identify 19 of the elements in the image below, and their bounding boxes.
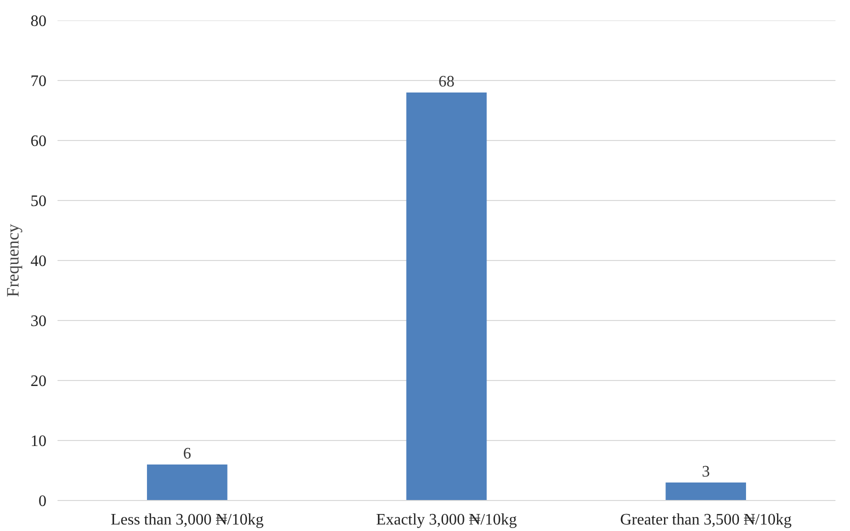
data-label: 68	[438, 74, 454, 90]
y-tick-label: 70	[30, 73, 46, 90]
x-tick-label: Greater than 3,500 ₦/10kg	[620, 512, 792, 528]
y-tick-label: 80	[30, 13, 46, 30]
y-tick-label: 10	[30, 433, 46, 450]
y-tick-label: 60	[30, 133, 46, 150]
data-label: 6	[183, 446, 192, 462]
y-tick-label: 50	[30, 193, 46, 210]
bar	[146, 464, 228, 500]
x-tick-label: Exactly 3,000 ₦/10kg	[376, 512, 517, 528]
data-label: 3	[702, 464, 710, 480]
y-tick-label: 30	[30, 313, 46, 330]
y-axis-title: Frequency	[4, 224, 22, 298]
y-tick-label: 20	[30, 373, 46, 390]
x-tick-label: Less than 3,000 ₦/10kg	[110, 512, 264, 528]
bar	[666, 482, 746, 500]
bar	[406, 92, 487, 500]
y-tick-label: 0	[38, 493, 46, 510]
y-tick-label: 40	[30, 253, 46, 270]
